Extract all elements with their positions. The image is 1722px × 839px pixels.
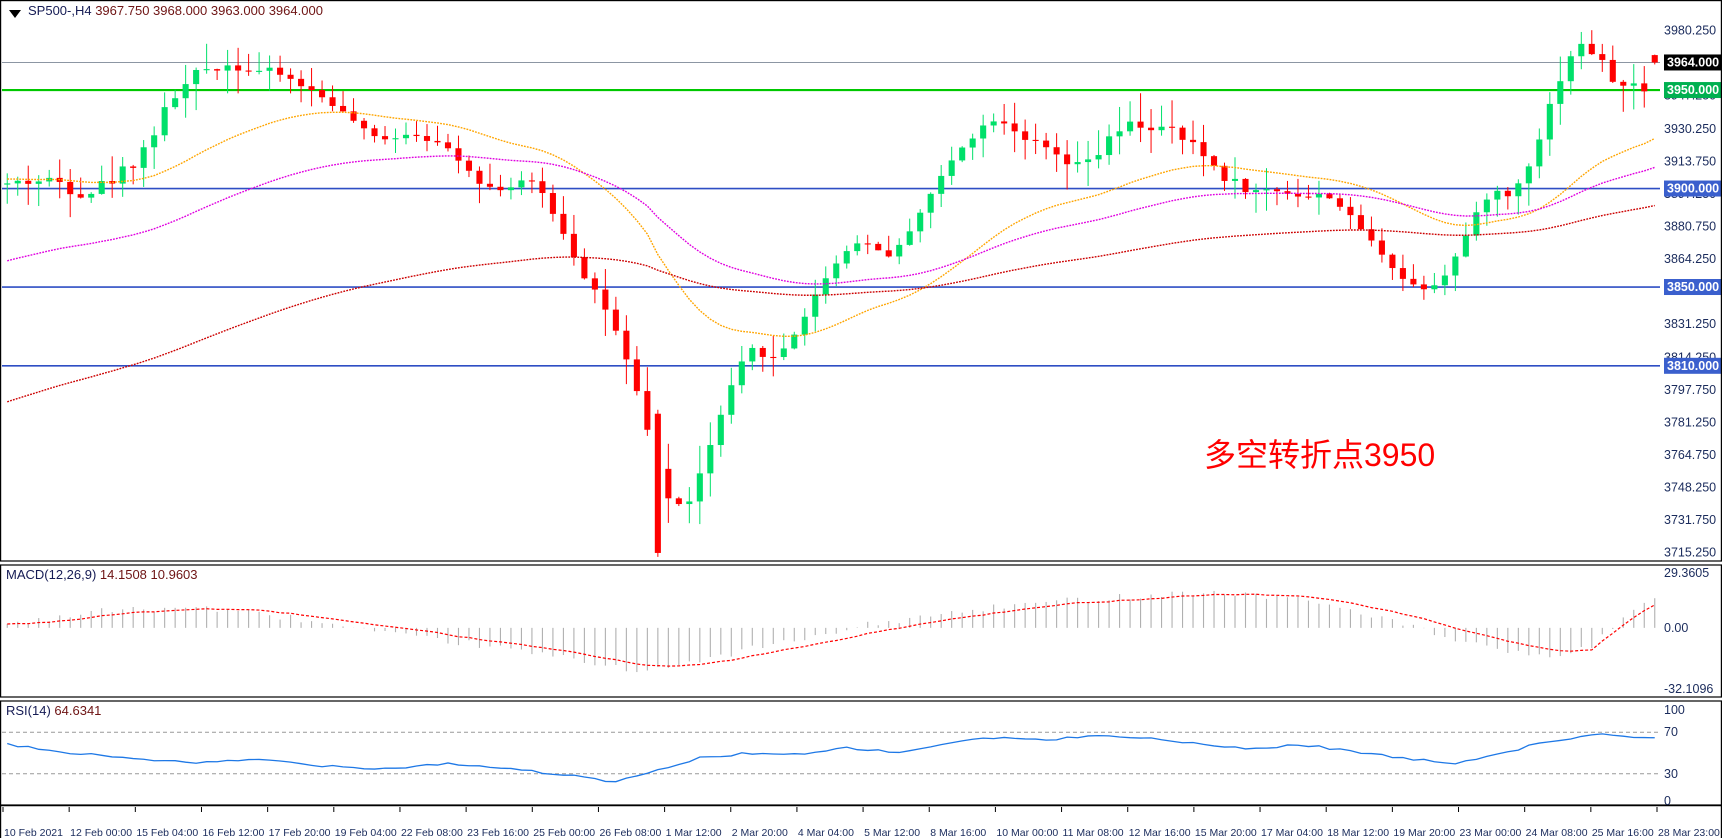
svg-text:26 Feb 08:00: 26 Feb 08:00	[599, 827, 661, 839]
svg-text:3913.750: 3913.750	[1664, 154, 1716, 168]
svg-text:17 Feb 20:00: 17 Feb 20:00	[269, 827, 331, 839]
svg-text:3781.250: 3781.250	[1664, 415, 1716, 429]
svg-text:19 Mar 20:00: 19 Mar 20:00	[1393, 827, 1455, 839]
svg-text:3864.250: 3864.250	[1664, 252, 1716, 266]
svg-text:10 Mar 00:00: 10 Mar 00:00	[996, 827, 1058, 839]
svg-text:3950.000: 3950.000	[1667, 83, 1719, 97]
svg-text:16 Feb 12:00: 16 Feb 12:00	[202, 827, 264, 839]
svg-text:3930.250: 3930.250	[1664, 122, 1716, 136]
svg-text:3850.000: 3850.000	[1667, 280, 1719, 294]
svg-text:3980.250: 3980.250	[1664, 23, 1716, 37]
svg-text:19 Feb 04:00: 19 Feb 04:00	[335, 827, 397, 839]
svg-text:MACD(12,26,9) 14.1508 10.9603: MACD(12,26,9) 14.1508 10.9603	[6, 567, 198, 582]
svg-text:3831.250: 3831.250	[1664, 317, 1716, 331]
svg-text:22 Feb 08:00: 22 Feb 08:00	[401, 827, 463, 839]
svg-text:23 Feb 16:00: 23 Feb 16:00	[467, 827, 529, 839]
svg-text:SP500-,H4 3967.750 3968.000: SP500-,H4 3967.750 3968.000 3963.000 396…	[28, 3, 323, 18]
svg-text:0: 0	[1664, 794, 1671, 808]
svg-text:17 Mar 04:00: 17 Mar 04:00	[1261, 827, 1323, 839]
svg-text:24 Mar 08:00: 24 Mar 08:00	[1526, 827, 1588, 839]
svg-text:23 Mar 00:00: 23 Mar 00:00	[1460, 827, 1522, 839]
svg-text:15 Feb 04:00: 15 Feb 04:00	[136, 827, 198, 839]
svg-text:多空转折点3950: 多空转折点3950	[1204, 437, 1435, 473]
svg-text:3731.750: 3731.750	[1664, 513, 1716, 527]
svg-text:3964.000: 3964.000	[1667, 55, 1719, 69]
svg-text:100: 100	[1664, 703, 1685, 717]
svg-text:8 Mar 16:00: 8 Mar 16:00	[930, 827, 986, 839]
svg-text:25 Feb 00:00: 25 Feb 00:00	[533, 827, 595, 839]
svg-text:-32.1096: -32.1096	[1664, 682, 1713, 696]
svg-text:70: 70	[1664, 725, 1678, 739]
svg-text:3797.750: 3797.750	[1664, 383, 1716, 397]
svg-text:3764.750: 3764.750	[1664, 448, 1716, 462]
svg-text:1 Mar 12:00: 1 Mar 12:00	[666, 827, 722, 839]
svg-text:RSI(14) 64.6341: RSI(14) 64.6341	[6, 703, 101, 718]
svg-text:28 Mar 23:00: 28 Mar 23:00	[1658, 827, 1720, 839]
svg-text:25 Mar 16:00: 25 Mar 16:00	[1592, 827, 1654, 839]
svg-text:3880.750: 3880.750	[1664, 219, 1716, 233]
svg-text:3900.000: 3900.000	[1667, 182, 1719, 196]
svg-text:0.00: 0.00	[1664, 621, 1688, 635]
svg-text:3715.250: 3715.250	[1664, 545, 1716, 559]
svg-text:3748.250: 3748.250	[1664, 480, 1716, 494]
svg-text:2 Mar 20:00: 2 Mar 20:00	[732, 827, 788, 839]
svg-text:12 Mar 16:00: 12 Mar 16:00	[1129, 827, 1191, 839]
svg-text:30: 30	[1664, 767, 1678, 781]
svg-text:11 Mar 08:00: 11 Mar 08:00	[1063, 827, 1124, 839]
svg-text:29.3605: 29.3605	[1664, 566, 1709, 580]
svg-text:10 Feb 2021: 10 Feb 2021	[4, 827, 63, 839]
svg-text:3810.000: 3810.000	[1667, 359, 1719, 373]
svg-text:18 Mar 12:00: 18 Mar 12:00	[1327, 827, 1389, 839]
svg-text:4 Mar 04:00: 4 Mar 04:00	[798, 827, 854, 839]
svg-text:12 Feb 00:00: 12 Feb 00:00	[70, 827, 132, 839]
svg-text:5 Mar 12:00: 5 Mar 12:00	[864, 827, 920, 839]
svg-text:15 Mar 20:00: 15 Mar 20:00	[1195, 827, 1257, 839]
